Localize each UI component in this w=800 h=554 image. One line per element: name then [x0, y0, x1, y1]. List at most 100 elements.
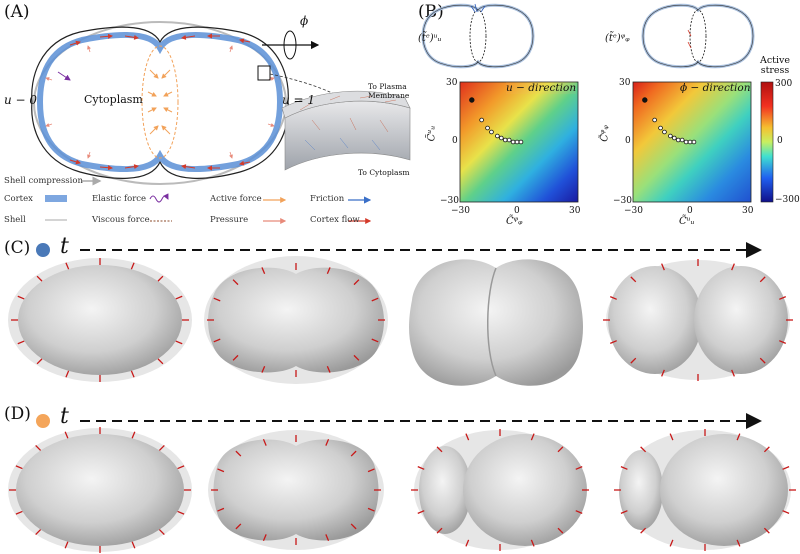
legend-active-label: Active force — [210, 194, 262, 204]
left-heatmap-title: u − direction — [506, 82, 577, 94]
trajectory-point — [662, 129, 667, 135]
panel-b-label: (B) — [418, 2, 444, 22]
rotation-symbol — [283, 30, 297, 60]
right-xtick-right: 30 — [742, 206, 754, 216]
right-mini-cell — [641, 3, 755, 69]
flow-vector — [436, 446, 443, 453]
flow-vector — [640, 527, 647, 534]
flow-vector — [779, 340, 787, 344]
flow-vector — [609, 296, 617, 300]
row-c-cell-1 — [8, 258, 192, 382]
left-ytick-top: 30 — [446, 78, 458, 88]
zoom-box — [257, 65, 271, 81]
right-ytick-bottom: −30 — [613, 196, 632, 206]
pressure-arrows — [45, 45, 275, 159]
flow-vector — [131, 541, 136, 549]
flow-vector — [65, 262, 70, 270]
right-trajectory — [642, 97, 697, 145]
trajectory-point — [485, 125, 490, 131]
legend-viscous-label: Viscous force — [92, 215, 150, 225]
flow-vector — [436, 527, 443, 534]
flow-vector — [213, 297, 221, 302]
left-ytick-mid: 0 — [452, 136, 458, 146]
flow-vector — [157, 358, 164, 365]
trajectory-point — [652, 117, 657, 123]
legend-pressure-label: Pressure — [210, 215, 249, 225]
flow-vector — [232, 354, 239, 361]
flow-vector — [609, 340, 617, 344]
active-force-arrows — [147, 69, 173, 135]
right-xlabel: C̃ᵘᵤ — [679, 216, 695, 227]
membrane-slab — [281, 90, 411, 171]
flow-vector — [262, 534, 267, 542]
colorbar-title: Active stress — [759, 55, 791, 76]
flow-vector — [15, 510, 23, 515]
cell-membrane — [31, 26, 289, 179]
flow-vector — [177, 465, 185, 470]
row-d-cell-3 — [414, 430, 587, 550]
flow-vector — [17, 340, 25, 345]
flow-vector — [36, 358, 43, 365]
flow-vector — [731, 369, 735, 377]
right-xtick-mid: 0 — [687, 206, 693, 216]
row-c-time-label: t — [60, 234, 69, 259]
flow-vector — [620, 510, 628, 514]
right-mini-label: (t̃ᵉ)ᵠᵩ — [605, 33, 630, 44]
trajectory-point — [671, 135, 677, 141]
flow-vector — [371, 338, 379, 343]
flow-vector — [465, 433, 470, 441]
flow-vector — [417, 466, 425, 470]
row-c-cell-4 — [606, 260, 790, 380]
flow-vector — [35, 444, 42, 451]
flow-vector — [779, 296, 787, 300]
flow-vector — [217, 468, 225, 473]
trajectory-point — [499, 135, 504, 141]
flow-vector — [15, 465, 23, 470]
row-d-time-label: t — [60, 404, 69, 429]
phi-label: ϕ — [300, 14, 309, 28]
left-xtick-right: 30 — [569, 206, 581, 216]
flow-vector — [64, 541, 69, 549]
flow-vector — [175, 340, 183, 345]
flow-vector — [557, 527, 564, 534]
trajectory-point — [514, 139, 520, 145]
flow-vector — [158, 444, 165, 451]
trajectory-point — [658, 125, 663, 131]
flow-vector — [736, 539, 741, 547]
flow-vector — [782, 466, 790, 470]
flow-vector — [661, 263, 665, 271]
flow-vector — [575, 466, 583, 470]
trajectory-point — [502, 137, 508, 143]
colorbar-tick-max: 300 — [775, 79, 793, 89]
flow-vector — [669, 539, 674, 547]
trajectory-point — [675, 137, 681, 143]
colorbar-tick-zero: 0 — [777, 136, 783, 146]
panel-d-label: (D) — [4, 404, 31, 424]
flow-vector — [640, 446, 647, 453]
flow-vector — [261, 365, 266, 373]
flow-vector — [736, 433, 741, 441]
cortex-flow-arrows — [69, 33, 251, 171]
legend-friction-label: Friction — [310, 194, 345, 204]
shell-outline — [33, 21, 287, 185]
left-mini-cell — [421, 3, 535, 69]
legend-elastic-swatch — [149, 193, 169, 203]
flow-vector — [417, 510, 425, 514]
flow-vector — [759, 357, 766, 364]
flow-vector — [530, 433, 535, 441]
cytoplasm-label: Cytoplasm — [84, 93, 143, 106]
trajectory-point — [495, 133, 500, 139]
trajectory-point — [679, 137, 685, 143]
flow-vector — [213, 338, 221, 343]
to-plasma-membrane-label: To Plasma Membrane — [368, 82, 410, 100]
left-ytick-bottom: −30 — [440, 196, 459, 206]
right-heatmap-title: ϕ − direction — [680, 82, 751, 94]
flow-vector — [235, 450, 242, 457]
flow-vector — [367, 507, 375, 512]
cortex-band — [36, 32, 284, 172]
panel-c-label: (C) — [4, 238, 31, 258]
flow-vector — [36, 275, 43, 282]
row-d-dot — [36, 414, 50, 428]
left-mini-label: (t̃ᵉ)ᵘᵤ — [418, 33, 442, 44]
flow-vector — [731, 263, 735, 271]
